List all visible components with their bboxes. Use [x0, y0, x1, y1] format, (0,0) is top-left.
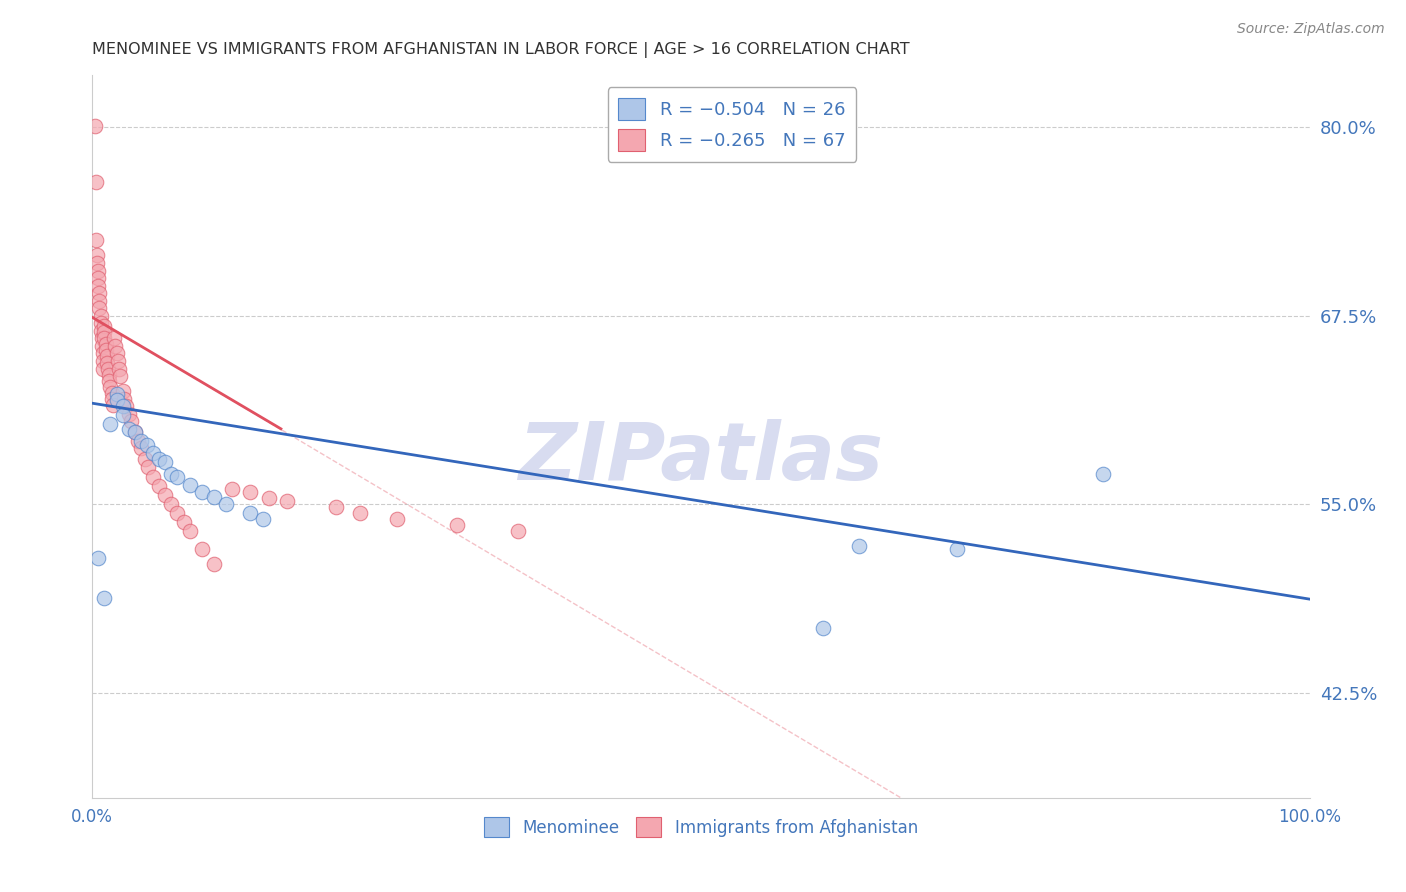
- Point: [179, 477, 201, 491]
- Point: [94, 343, 117, 358]
- Point: [239, 506, 262, 520]
- Point: [215, 497, 238, 511]
- Point: [136, 459, 159, 474]
- Point: [160, 497, 183, 511]
- Point: [349, 506, 371, 520]
- Point: [86, 248, 108, 262]
- Point: [93, 331, 115, 345]
- Point: [191, 542, 214, 557]
- Point: [202, 558, 225, 572]
- Point: [142, 470, 165, 484]
- Point: [105, 346, 128, 360]
- Point: [87, 271, 110, 285]
- Point: [446, 518, 468, 533]
- Point: [166, 470, 188, 484]
- Point: [160, 467, 183, 481]
- Point: [166, 506, 188, 520]
- Point: [134, 452, 156, 467]
- Point: [945, 542, 967, 557]
- Point: [325, 500, 347, 515]
- Point: [105, 387, 128, 401]
- Point: [87, 278, 110, 293]
- Point: [90, 309, 112, 323]
- Point: [103, 331, 125, 345]
- Point: [202, 490, 225, 504]
- Point: [239, 485, 262, 500]
- Point: [173, 516, 195, 530]
- Point: [101, 398, 124, 412]
- Point: [142, 446, 165, 460]
- Point: [148, 452, 170, 467]
- Point: [90, 324, 112, 338]
- Point: [276, 494, 298, 508]
- Point: [89, 286, 111, 301]
- Point: [127, 434, 149, 448]
- Point: [84, 234, 107, 248]
- Point: [83, 119, 105, 133]
- Point: [93, 326, 115, 340]
- Point: [112, 392, 135, 406]
- Point: [120, 414, 142, 428]
- Point: [90, 316, 112, 330]
- Point: [136, 438, 159, 452]
- Point: [108, 361, 131, 376]
- Point: [124, 425, 146, 439]
- Point: [129, 434, 152, 448]
- Point: [104, 339, 127, 353]
- Point: [111, 384, 134, 399]
- Point: [111, 399, 134, 413]
- Point: [91, 361, 114, 376]
- Point: [91, 354, 114, 368]
- Point: [84, 175, 107, 189]
- Text: MENOMINEE VS IMMIGRANTS FROM AFGHANISTAN IN LABOR FORCE | AGE > 16 CORRELATION C: MENOMINEE VS IMMIGRANTS FROM AFGHANISTAN…: [93, 42, 910, 58]
- Point: [98, 368, 121, 382]
- Point: [111, 409, 134, 423]
- Point: [252, 512, 274, 526]
- Point: [100, 379, 122, 393]
- Point: [108, 369, 131, 384]
- Point: [129, 442, 152, 456]
- Point: [96, 355, 118, 369]
- Point: [115, 399, 138, 413]
- Point: [100, 392, 122, 406]
- Point: [811, 621, 834, 635]
- Point: [155, 455, 177, 469]
- Point: [105, 393, 128, 408]
- Point: [100, 385, 122, 400]
- Point: [87, 263, 110, 277]
- Point: [155, 488, 177, 502]
- Point: [93, 319, 115, 334]
- Point: [848, 540, 870, 554]
- Point: [87, 551, 110, 566]
- Point: [98, 374, 121, 388]
- Point: [221, 482, 243, 496]
- Point: [100, 417, 122, 432]
- Point: [118, 422, 141, 436]
- Point: [124, 425, 146, 439]
- Text: ZIPatlas: ZIPatlas: [519, 419, 883, 497]
- Point: [89, 293, 111, 308]
- Point: [90, 331, 112, 345]
- Point: [97, 361, 120, 376]
- Point: [90, 339, 112, 353]
- Point: [1091, 467, 1114, 481]
- Point: [96, 350, 118, 364]
- Point: [179, 524, 201, 539]
- Point: [93, 591, 115, 605]
- Point: [94, 337, 117, 351]
- Point: [385, 512, 408, 526]
- Point: [91, 346, 114, 360]
- Text: Source: ZipAtlas.com: Source: ZipAtlas.com: [1237, 22, 1385, 37]
- Point: [148, 479, 170, 493]
- Point: [107, 354, 129, 368]
- Point: [86, 256, 108, 270]
- Point: [257, 491, 280, 505]
- Point: [89, 301, 111, 316]
- Point: [118, 407, 141, 421]
- Legend: Menominee, Immigrants from Afghanistan: Menominee, Immigrants from Afghanistan: [478, 811, 925, 844]
- Point: [191, 485, 214, 500]
- Point: [508, 524, 530, 539]
